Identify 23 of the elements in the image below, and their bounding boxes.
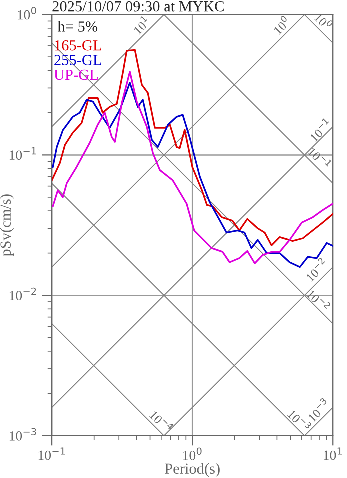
y-tick-label: 10$^{−1}$: [10, 148, 36, 160]
x-tick-label: 10$^{−1}$: [38, 448, 66, 460]
y-axis-title: pSv(cm/s): [0, 194, 14, 257]
annotation: h= 5%: [58, 21, 98, 32]
x-tick-label: 10$^{0}$: [183, 448, 202, 460]
annotation: 10$^{−2}$: [306, 288, 332, 312]
x-tick-label: 10$^{1}$: [324, 448, 342, 460]
annotation: 10$^{−1}$: [308, 118, 333, 142]
chart-title: 2025/10/07 09:30 at MYKC: [52, 1, 224, 12]
annotation: 10$^{1}$: [131, 16, 151, 36]
y-tick-label: 10$^{−3}$: [10, 428, 36, 441]
annotation: 10$^{−3}$: [306, 398, 331, 423]
x-axis-title: Period(s): [165, 463, 220, 478]
series-label: 165-GL: [55, 40, 102, 51]
annotation: 10$^{0}$: [271, 15, 292, 36]
text: 255-GL: [54, 55, 102, 66]
annotation: 10$^{−2}$: [304, 258, 329, 282]
y-tick-label: 10$^{0}$: [18, 7, 36, 20]
series-label: UP-GL: [54, 70, 98, 80]
annotation: 10$^{0}$: [314, 11, 334, 31]
annotation: 10$^{−1}$: [308, 145, 332, 170]
annotation: 10$^{−4}$: [149, 408, 174, 434]
y-tick-label: 10$^{−2}$: [10, 288, 36, 301]
